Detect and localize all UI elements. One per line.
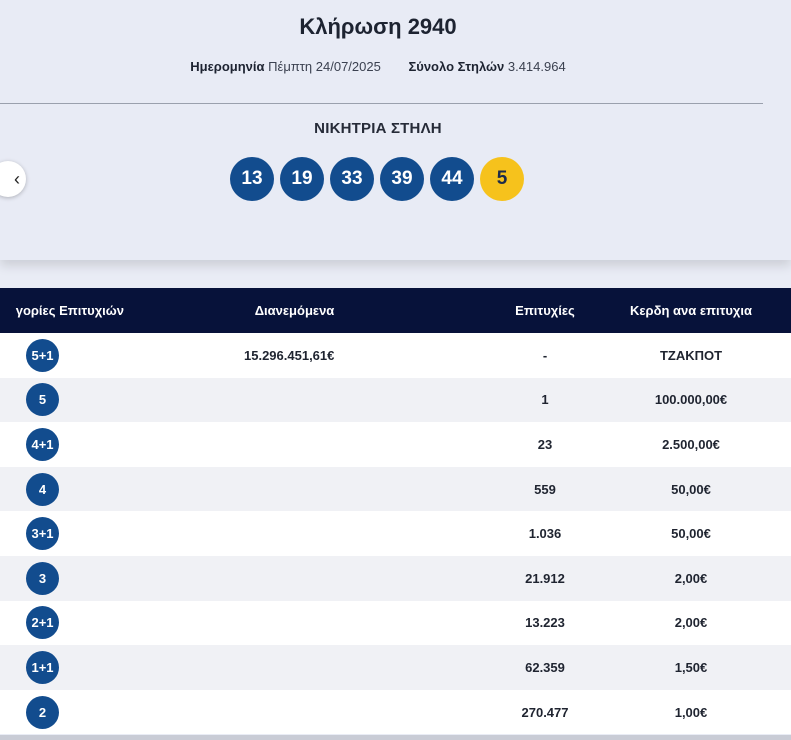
winners-cell: 270.477 <box>521 704 569 720</box>
table-row: 1+1 62.359 1,50€ <box>0 645 791 690</box>
draw-date: Ημερομηνία Πέμπτη 24/07/2025 <box>190 59 381 74</box>
winners-cell: 21.912 <box>525 570 565 586</box>
table-row: 3 21.912 2,00€ <box>0 555 791 601</box>
winners-cell: 1.036 <box>528 526 562 542</box>
draw-title: Κλήρωση 2940 <box>299 14 457 39</box>
distributed-cell: 15.296.451,61€ <box>244 347 335 363</box>
winning-number-ball: 19 <box>280 157 324 201</box>
prize-cell: 2.500,00€ <box>662 436 720 452</box>
winning-number-ball: 39 <box>380 157 424 201</box>
winning-number-ball: 33 <box>330 157 374 201</box>
winning-number-ball: 13 <box>230 157 274 201</box>
prize-cell: 2,00€ <box>674 615 708 631</box>
chevron-left-icon: ‹ <box>14 168 20 189</box>
category-badge: 2+1 <box>26 606 59 640</box>
prize-cell: 50,00€ <box>671 526 711 542</box>
prize-cell: ΤΖΑΚΠΟΤ <box>659 347 723 363</box>
draw-meta: Ημερομηνία Πέμπτη 24/07/2025 Σύνολο Στηλ… <box>0 59 756 74</box>
divider <box>0 103 763 104</box>
winnings-table: γορίες Επιτυχιών Διανεμόμενα Επιτυχίες Κ… <box>0 288 791 735</box>
bonus-number-ball: 5 <box>480 157 524 201</box>
category-badge: 5+1 <box>26 338 59 372</box>
header-prize: Κερδη ανα επιτυχια <box>629 303 753 318</box>
draw-date-label: Ημερομηνία <box>190 59 265 74</box>
bottom-edge <box>0 735 791 740</box>
draw-header-card: Κλήρωση 2940 Ημερομηνία Πέμπτη 24/07/202… <box>0 0 791 260</box>
winners-cell: 13.223 <box>525 615 565 631</box>
total-columns-value: 3.414.964 <box>507 59 566 74</box>
prize-cell: 2,00€ <box>674 570 708 586</box>
prize-cell: 50,00€ <box>671 481 711 497</box>
winners-cell: 1 <box>541 392 549 408</box>
winning-column-label: ΝΙΚΗΤΡΙΑ ΣΤΗΛΗ <box>314 120 442 137</box>
prize-cell: 1,00€ <box>674 704 708 720</box>
winning-number-ball: 44 <box>430 157 474 201</box>
winners-cell: - <box>542 347 548 363</box>
category-badge: 3+1 <box>26 517 59 551</box>
prize-cell: 1,50€ <box>674 659 708 675</box>
winners-cell: 559 <box>534 481 556 497</box>
category-badge: 3 <box>26 561 59 595</box>
winners-cell: 23 <box>537 436 553 452</box>
winners-cell: 62.359 <box>525 659 565 675</box>
table-row: 5+1 15.296.451,61€ - ΤΖΑΚΠΟΤ <box>0 333 791 378</box>
table-row: 4+1 23 2.500,00€ <box>0 422 791 467</box>
table-row: 3+1 1.036 50,00€ <box>0 511 791 556</box>
previous-draw-button[interactable]: ‹ <box>0 161 26 197</box>
table-row: 2+1 13.223 2,00€ <box>0 600 791 646</box>
table-row: 4 559 50,00€ <box>0 466 791 512</box>
total-columns-label: Σύνολο Στηλών <box>408 59 505 74</box>
header-distributed: Διανεμόμενα <box>254 303 335 318</box>
total-columns: Σύνολο Στηλών 3.414.964 <box>408 59 565 74</box>
category-badge: 4 <box>26 472 59 506</box>
category-badge: 4+1 <box>26 427 59 461</box>
category-badge: 5 <box>26 383 59 417</box>
winning-numbers: 13 19 33 39 44 5 <box>230 157 524 201</box>
table-row: 2 270.477 1,00€ <box>0 689 791 735</box>
prize-cell: 100.000,00€ <box>654 392 728 408</box>
header-winners: Επιτυχίες <box>515 303 575 318</box>
table-header: γορίες Επιτυχιών Διανεμόμενα Επιτυχίες Κ… <box>0 288 791 333</box>
table-row: 5 1 100.000,00€ <box>0 377 791 423</box>
draw-date-value: Πέμπτη 24/07/2025 <box>268 59 381 74</box>
category-badge: 1+1 <box>26 650 59 684</box>
category-badge: 2 <box>26 695 59 729</box>
